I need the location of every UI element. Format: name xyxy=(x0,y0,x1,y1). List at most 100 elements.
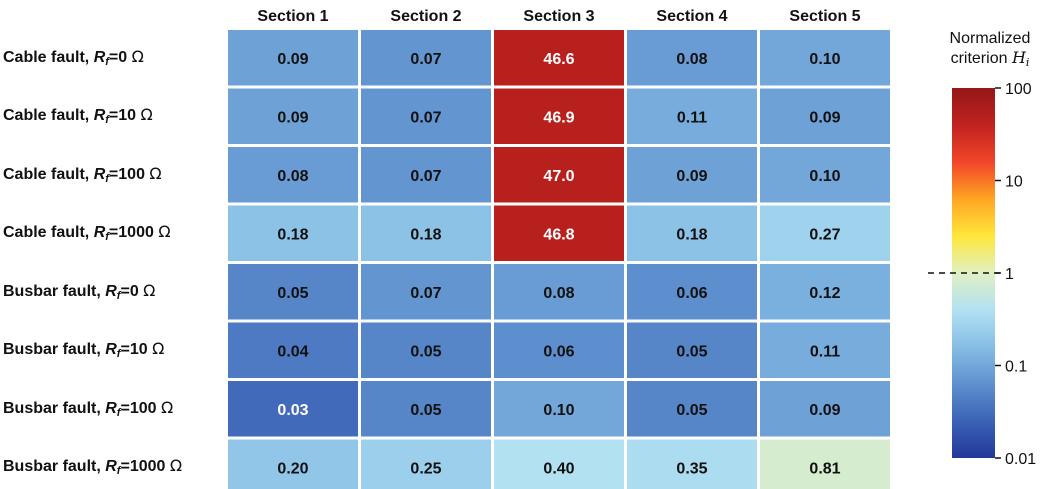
heatmap-cell xyxy=(627,205,757,261)
row-label: Busbar fault, Rf=1000 Ω xyxy=(3,456,182,477)
rf-symbol: R xyxy=(93,107,106,125)
heatmap-cell xyxy=(228,381,358,437)
ohm-unit: Ω xyxy=(152,339,165,359)
row-fault-type: Busbar fault, xyxy=(3,341,106,359)
cell-value-label: 0.03 xyxy=(277,402,308,419)
cell-value-label: 0.09 xyxy=(809,109,840,126)
heatmap-cell xyxy=(760,381,890,437)
cell-value-label: 0.40 xyxy=(543,460,574,477)
heatmap-cell xyxy=(361,147,491,203)
rf-subscript: f xyxy=(116,406,121,419)
rf-symbol: R xyxy=(93,165,106,183)
row-fault-type: Cable fault, xyxy=(3,107,94,125)
cell-value-label: 0.07 xyxy=(410,51,441,68)
column-label: Section 2 xyxy=(390,8,461,25)
heatmap-cell xyxy=(627,264,757,320)
cell-value-label: 0.12 xyxy=(809,285,840,302)
rf-value: 0 xyxy=(129,282,139,300)
ohm-unit: Ω xyxy=(149,163,162,183)
colorbar-title-line1: Normalized xyxy=(949,30,1031,47)
equals-sign: = xyxy=(108,224,119,242)
colorbar-tick-label: 0.1 xyxy=(1005,359,1027,376)
heatmap-cell xyxy=(361,264,491,320)
ohm-unit: Ω xyxy=(160,397,174,417)
heatmap-cell xyxy=(760,205,890,261)
cell-value-label: 0.08 xyxy=(277,168,308,185)
cell-value-label: 0.09 xyxy=(277,51,308,68)
row-fault-type: Cable fault, xyxy=(3,165,94,183)
row-label: Cable fault, Rf=10 Ω xyxy=(3,105,153,126)
heatmap-cell xyxy=(494,439,624,489)
heatmap-cell xyxy=(627,439,757,489)
ohm-unit: Ω xyxy=(143,280,156,300)
rf-symbol: R xyxy=(105,399,117,417)
heatmap-cell xyxy=(228,264,358,320)
column-label: Section 4 xyxy=(656,8,727,25)
cell-value-label: 0.18 xyxy=(676,226,707,243)
ohm-unit: Ω xyxy=(158,222,171,242)
heatmap-cell xyxy=(361,30,491,86)
row-label: Busbar fault, Rf=0 Ω xyxy=(3,281,155,302)
rf-subscript: f xyxy=(105,55,109,68)
heatmap-cell xyxy=(494,88,624,144)
heatmap-cell xyxy=(228,439,358,489)
row-label: Cable fault, Rf=100 Ω xyxy=(3,164,162,185)
heatmap-cell xyxy=(494,205,624,261)
equals-sign: = xyxy=(108,48,119,66)
row-label: Busbar fault, Rf=100 Ω xyxy=(3,398,173,419)
rf-subscript: f xyxy=(116,465,121,478)
heatmap-cell xyxy=(627,30,757,86)
cell-value-label: 0.07 xyxy=(410,109,441,126)
rf-value: 100 xyxy=(129,399,157,417)
heatmap-cell xyxy=(760,439,890,489)
cell-value-label: 0.09 xyxy=(809,402,840,419)
cell-value-label: 0.81 xyxy=(809,460,840,477)
cell-value-label: 0.07 xyxy=(410,168,441,185)
cell-value-label: 0.05 xyxy=(676,402,707,419)
rf-symbol: R xyxy=(93,48,106,66)
cell-value-label: 0.05 xyxy=(676,343,707,360)
equals-sign: = xyxy=(120,458,130,476)
cell-value-label: 0.05 xyxy=(410,343,441,360)
heatmap-cell xyxy=(627,381,757,437)
rf-value: 1000 xyxy=(118,224,154,242)
rf-value: 1000 xyxy=(129,458,166,476)
colorbar-title: Normalized criterion Hi xyxy=(930,30,1050,69)
cell-value-label: 0.10 xyxy=(809,168,840,185)
heatmap-cell xyxy=(361,322,491,378)
cell-value-label: 0.20 xyxy=(277,460,308,477)
rf-subscript: f xyxy=(116,348,121,361)
cell-value-label: 46.8 xyxy=(543,226,574,243)
cell-value-label: 0.27 xyxy=(809,226,840,243)
column-label: Section 1 xyxy=(257,8,328,25)
heatmap-cell xyxy=(760,264,890,320)
heatmap-cells: 0.09 0.07 46.6 0.08 0.10 0.09 0.07 46.9 0.11 0.09… xyxy=(228,30,890,489)
rf-subscript: f xyxy=(105,172,109,185)
heatmap-cell xyxy=(760,147,890,203)
cell-value-label: 0.06 xyxy=(676,285,707,302)
equals-sign: = xyxy=(120,341,130,359)
rf-value: 0 xyxy=(118,48,128,66)
row-label: Cable fault, Rf=0 Ω xyxy=(3,47,144,68)
rf-symbol: R xyxy=(93,224,106,242)
cell-value-label: 0.04 xyxy=(277,343,308,360)
rf-subscript: f xyxy=(105,231,109,244)
row-fault-type: Busbar fault, xyxy=(3,282,106,300)
column-labels: Section 1 Section 2 Section 3 Section 4 Sect… xyxy=(257,8,860,25)
equals-sign: = xyxy=(108,107,119,125)
cell-value-label: 0.05 xyxy=(277,285,308,302)
row-fault-type: Cable fault, xyxy=(3,224,94,242)
row-label: Cable fault, Rf=1000 Ω xyxy=(3,222,171,243)
heatmap-cell xyxy=(494,322,624,378)
cell-value-label: 46.9 xyxy=(543,109,574,126)
heatmap-cell xyxy=(228,205,358,261)
cell-value-label: 0.10 xyxy=(543,402,574,419)
column-label: Section 3 xyxy=(523,8,594,25)
cell-value-label: 0.08 xyxy=(676,51,707,68)
heatmap-cell xyxy=(627,322,757,378)
ohm-unit: Ω xyxy=(140,105,153,125)
cell-value-label: 0.05 xyxy=(410,402,441,419)
equals-sign: = xyxy=(120,399,130,417)
colorbar-tick-label: 1 xyxy=(1005,266,1014,283)
heatmap-cell xyxy=(228,147,358,203)
